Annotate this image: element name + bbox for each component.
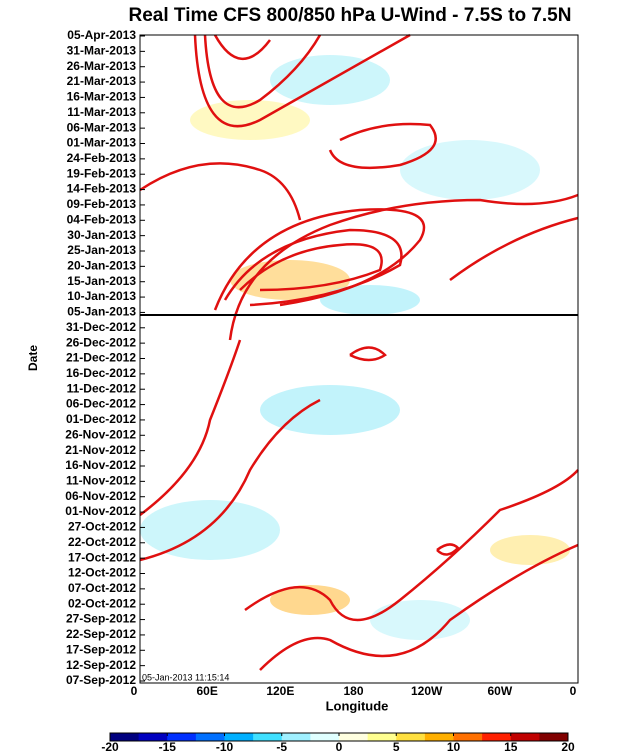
y-axis-label: Date [26,345,40,371]
colorbar-segment [110,733,140,741]
y-tick-label: 31-Mar-2013 [67,44,137,58]
y-tick-label: 19-Feb-2013 [67,166,137,180]
colorbar-segment [453,733,483,741]
y-tick-label: 05-Jan-2013 [67,305,136,319]
y-tick-label: 21-Nov-2012 [65,443,136,457]
y-tick-label: 07-Oct-2012 [68,581,136,595]
colorbar-segment [195,733,225,741]
y-tick-label: 11-Mar-2013 [67,105,136,119]
y-tick-label: 17-Oct-2012 [68,550,136,564]
y-tick-label: 16-Dec-2012 [66,366,136,380]
y-tick-label: 25-Jan-2013 [67,243,136,257]
colorbar-segment [339,733,369,741]
y-tick-label: 17-Sep-2012 [66,642,136,656]
colorbar-segment [138,733,168,741]
y-tick-label: 12-Sep-2012 [66,658,136,672]
colorbar-segment [539,733,569,741]
chart-title: Real Time CFS 800/850 hPa U-Wind - 7.5S … [129,5,572,26]
colorbar-tick-label: 5 [393,740,400,754]
y-tick-label: 15-Jan-2013 [67,274,136,288]
y-tick-label: 11-Dec-2012 [67,381,137,395]
colorbar-tick-label: 20 [561,740,575,754]
y-tick-label: 16-Mar-2013 [67,90,137,104]
y-tick-label: 01-Mar-2013 [67,136,137,150]
colorbar-segment [424,733,454,741]
y-tick-label: 16-Nov-2012 [65,458,136,472]
y-tick-label: 09-Feb-2013 [67,197,137,211]
colorbar-tick-label: -15 [159,740,177,754]
x-tick-label: 0 [131,684,138,698]
colorbar-segment [310,733,340,741]
x-axis-label: Longitude [326,698,389,713]
y-tick-label: 21-Dec-2012 [66,351,136,365]
colorbar-segment [167,733,197,741]
y-tick-label: 01-Nov-2012 [65,504,136,518]
colorbar-segment [253,733,283,741]
y-tick-label: 12-Oct-2012 [68,566,136,580]
x-tick-label: 120W [411,684,443,698]
y-tick-label: 26-Mar-2013 [67,59,137,73]
colorbar-tick-label: -20 [101,740,119,754]
y-tick-label: 22-Oct-2012 [68,535,136,549]
y-tick-label: 02-Oct-2012 [68,596,136,610]
y-tick-label: 24-Feb-2013 [67,151,137,165]
y-tick-label: 26-Nov-2012 [65,427,136,441]
y-tick-label: 21-Mar-2013 [67,74,137,88]
y-tick-label: 06-Mar-2013 [67,120,137,134]
colorbar-segment [396,733,426,741]
colorbar-segment [510,733,540,741]
colorbar-segment [224,733,254,741]
colorbar-tick-label: 10 [447,740,461,754]
y-tick-label: 04-Feb-2013 [67,212,137,226]
colorbar-segment [367,733,397,741]
colorbar-segment [482,733,512,741]
y-tick-label: 06-Nov-2012 [65,489,136,503]
colorbar-tick-label: 0 [336,740,343,754]
y-tick-label: 31-Dec-2012 [66,320,136,334]
y-tick-label: 27-Sep-2012 [66,612,136,626]
y-tick-label: 07-Sep-2012 [66,673,136,687]
colorbar-tick-label: -5 [276,740,287,754]
x-tick-label: 120E [266,684,294,698]
y-tick-label: 26-Dec-2012 [66,335,136,349]
y-tick-label: 05-Apr-2013 [67,28,136,42]
x-tick-label: 0 [570,684,577,698]
contours [139,33,579,671]
colorbar-segment [281,733,311,741]
field [140,55,570,640]
colorbar-tick-label: -10 [216,740,234,754]
y-tick-label: 20-Jan-2013 [67,259,136,273]
x-tick-label: 180 [343,684,363,698]
x-tick-label: 60E [196,684,217,698]
y-tick-label: 27-Oct-2012 [68,520,136,534]
y-tick-label: 10-Jan-2013 [67,289,136,303]
y-tick-label: 11-Nov-2012 [66,474,136,488]
timestamp: 05-Jan-2013 11:15:14 [142,672,229,682]
y-tick-label: 01-Dec-2012 [66,412,136,426]
y-tick-label: 14-Feb-2013 [67,182,137,196]
y-tick-label: 30-Jan-2013 [67,228,136,242]
colorbar-tick-label: 15 [504,740,518,754]
y-tick-label: 22-Sep-2012 [66,627,136,641]
y-tick-label: 06-Dec-2012 [66,397,136,411]
x-tick-label: 60W [487,684,512,698]
